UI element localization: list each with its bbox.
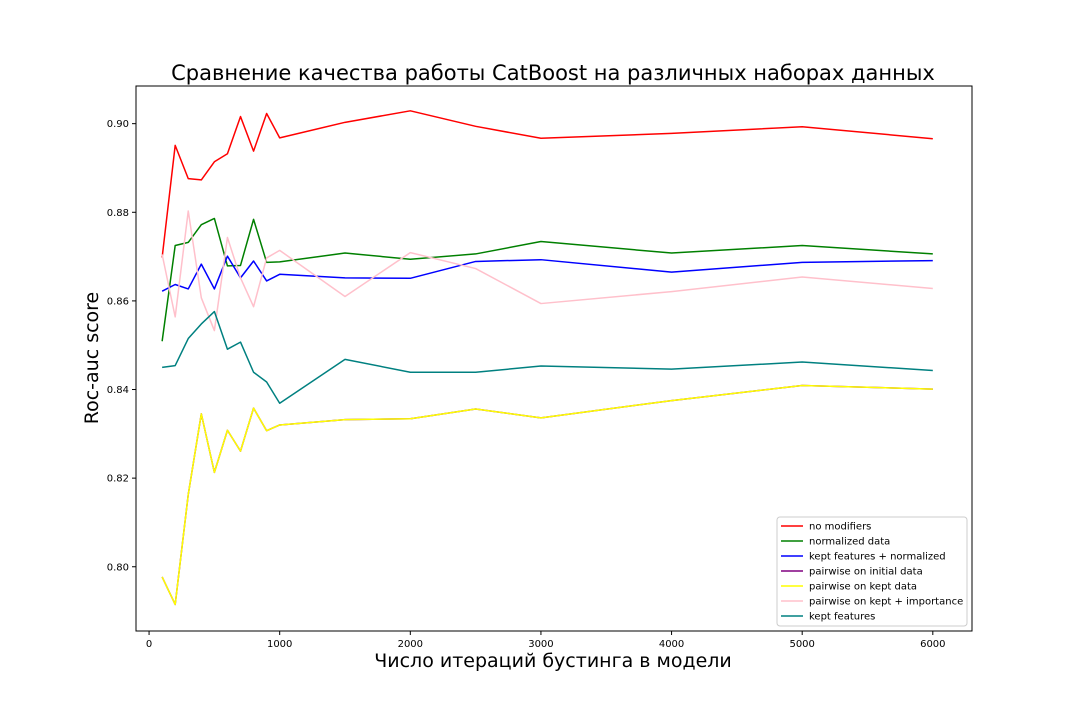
axis-ticks: 0 1000 2000 3000 4000 5000 6000 0.80 0.82 0.84 0.8… — [107, 119, 946, 650]
x-tick-label: 5000 — [789, 639, 814, 650]
series-line-no-modifiers — [161, 110, 933, 258]
legend-label: no modifiers — [809, 522, 871, 533]
y-tick-label: 0.80 — [107, 562, 129, 573]
x-tick-label: 6000 — [920, 639, 945, 650]
y-tick-label: 0.84 — [107, 385, 129, 396]
y-tick-label: 0.90 — [107, 119, 129, 130]
x-tick-label: 3000 — [528, 639, 553, 650]
series-line-normalized-data — [161, 217, 933, 342]
legend-label: pairwise on kept data — [809, 582, 917, 593]
y-axis-label: Roc-auc score — [81, 292, 103, 425]
series-line-pairwise-on-kept-data — [161, 384, 933, 606]
series-lines — [161, 110, 933, 606]
x-tick-label: 1000 — [267, 639, 292, 650]
y-tick-label: 0.82 — [107, 474, 129, 485]
x-axis-label: Число итераций бустинга в модели — [374, 650, 732, 672]
x-tick-label: 2000 — [398, 639, 423, 650]
plot-area-frame — [135, 85, 973, 632]
x-tick-label: 4000 — [659, 639, 684, 650]
legend-box — [776, 516, 968, 627]
legend-label: pairwise on initial data — [809, 567, 923, 578]
x-tick-label: 0 — [146, 639, 152, 650]
series-line-pairwise-on-kept-importance — [161, 210, 933, 332]
y-tick-label: 0.86 — [107, 296, 129, 307]
legend-label: kept features + normalized — [809, 552, 946, 563]
y-tick-label: 0.88 — [107, 208, 129, 219]
chart-title: Сравнение качества работы CatBoost на ра… — [171, 61, 935, 85]
legend-label: kept features — [809, 612, 875, 623]
series-line-kept-features — [162, 310, 933, 404]
legend-label: pairwise on kept + importance — [809, 597, 963, 608]
legend-label: normalized data — [809, 537, 890, 548]
legend: no modifiers normalized data kept features… — [776, 516, 968, 627]
